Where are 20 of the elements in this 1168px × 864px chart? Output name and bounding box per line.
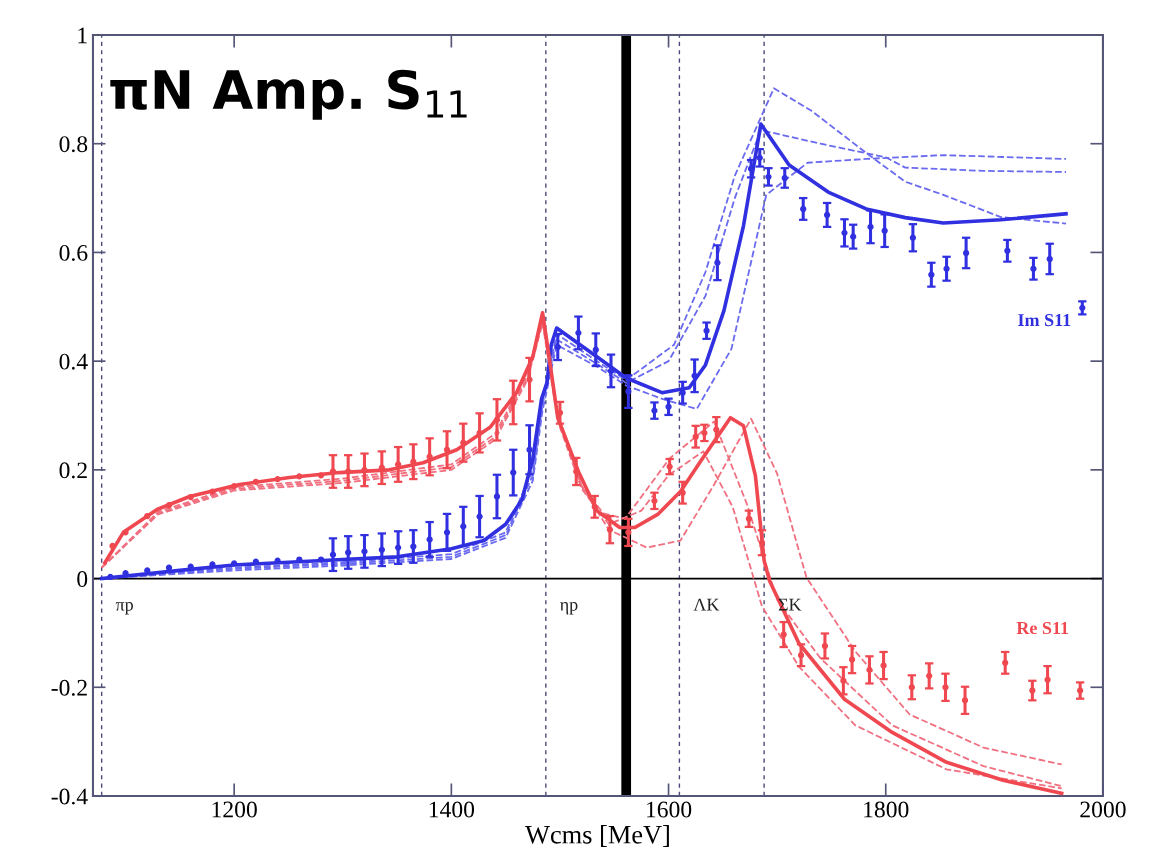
x-axis-title: Wcms [MeV] <box>525 825 669 847</box>
ref-line-label: ΛK <box>693 598 720 611</box>
y-tick-label: 0.2 <box>59 462 87 479</box>
y-tick-label: -0.2 <box>51 679 87 696</box>
x-tick-label: 1800 <box>864 801 909 818</box>
y-tick-label: 0.8 <box>59 136 88 153</box>
series-label: Re S11 <box>1016 621 1069 635</box>
text: πN Amp. S$_{11}$ <box>110 69 467 120</box>
y-tick-label: -0.4 <box>51 788 88 805</box>
x-tick-label: 2000 <box>1080 801 1126 818</box>
x-tick-label: 1200 <box>212 801 257 818</box>
x-tick-label: 1400 <box>429 801 475 818</box>
y-tick-label: 0 <box>77 571 88 587</box>
series-label: Im S11 <box>1018 314 1071 327</box>
y-tick-label: 0.4 <box>59 353 88 370</box>
ref-line-label: πp <box>115 602 133 615</box>
ref-line-label: ηp <box>560 602 578 615</box>
y-tick-label: 0.6 <box>59 244 88 261</box>
x-tick-label: 1600 <box>647 801 692 818</box>
y-tick-label: 1 <box>78 27 87 44</box>
